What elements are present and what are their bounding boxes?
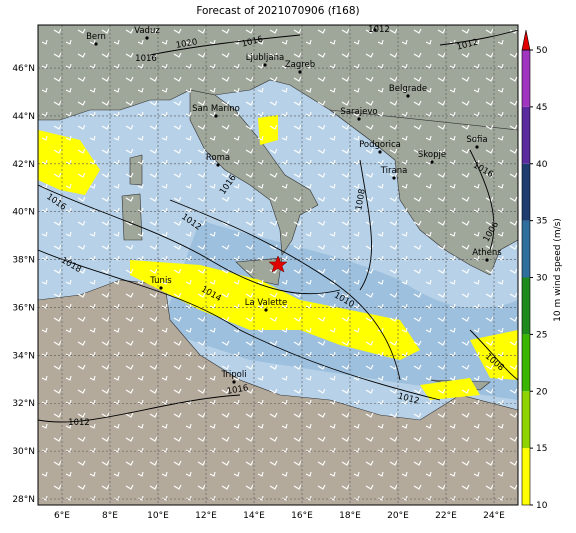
location-star bbox=[268, 255, 288, 273]
colorbar-tick-label: 30 bbox=[536, 274, 548, 284]
lon-tick-label: 18°E bbox=[339, 511, 361, 521]
lat-tick-label: 28°N bbox=[12, 495, 35, 505]
lon-tick-label: 12°E bbox=[195, 511, 217, 521]
colorbar-tick-label: 40 bbox=[536, 160, 548, 170]
colorbar-segment bbox=[522, 106, 530, 164]
lat-tick-label: 38°N bbox=[12, 256, 35, 266]
city-label: Podgorica bbox=[359, 140, 401, 150]
lat-tick-label: 34°N bbox=[12, 351, 35, 361]
city-label: Athens bbox=[472, 248, 502, 258]
lon-tick-label: 10°E bbox=[147, 511, 169, 521]
city-label: Sofia bbox=[466, 135, 487, 145]
city-label: Tunis bbox=[149, 276, 172, 286]
isobar-label: 1020 bbox=[175, 37, 198, 51]
city-dot bbox=[263, 63, 267, 67]
lon-tick-label: 24°E bbox=[483, 511, 505, 521]
city-dot bbox=[406, 94, 410, 98]
city-label: Vaduz bbox=[134, 26, 160, 36]
isobar-label: 1016 bbox=[135, 54, 157, 64]
colorbar-tick-label: 25 bbox=[536, 330, 547, 340]
isobar-label: 1016 bbox=[226, 383, 249, 397]
lat-tick-label: 42°N bbox=[12, 160, 35, 170]
colorbar-segment bbox=[522, 277, 530, 335]
city-dot bbox=[373, 28, 377, 32]
colorbar-tick-label: 20 bbox=[536, 387, 548, 397]
city-label: Sarajevo bbox=[340, 107, 377, 117]
colorbar-segment bbox=[522, 391, 530, 449]
city-dot bbox=[485, 258, 489, 262]
city-label: Roma bbox=[206, 153, 230, 163]
city-label: Ljubljana bbox=[246, 53, 284, 63]
city-dot bbox=[392, 176, 396, 180]
lon-tick-label: 22°E bbox=[435, 511, 457, 521]
lat-tick-label: 36°N bbox=[12, 303, 35, 313]
lon-tick-label: 14°E bbox=[243, 511, 265, 521]
title: Forecast of 2021070906 (f168) bbox=[196, 5, 359, 17]
colorbar-label: 10 m wind speed (m/s) bbox=[553, 218, 563, 322]
colorbar-tick-label: 45 bbox=[536, 103, 547, 113]
city-dot bbox=[232, 380, 236, 384]
city-label: Tirana bbox=[380, 166, 408, 176]
city-dot bbox=[216, 163, 220, 167]
colorbar-segment bbox=[522, 448, 530, 505]
city-dot bbox=[159, 286, 163, 290]
isobar-label: 1012 bbox=[368, 25, 390, 35]
lon-tick-label: 16°E bbox=[291, 511, 313, 521]
city-label: Bern bbox=[86, 32, 106, 42]
lat-tick-label: 46°N bbox=[12, 64, 35, 74]
city-label: Zagreb bbox=[285, 60, 315, 70]
colorbar-segment bbox=[522, 50, 530, 107]
lat-tick-label: 44°N bbox=[12, 112, 35, 122]
city-dot bbox=[475, 145, 479, 149]
city-label: Tripoli bbox=[220, 370, 246, 380]
lon-tick-label: 8°E bbox=[102, 511, 118, 521]
colorbar-tick-label: 15 bbox=[536, 444, 547, 454]
city-dot bbox=[378, 150, 382, 154]
colorbar-extension bbox=[521, 29, 531, 51]
lat-tick-label: 30°N bbox=[12, 447, 35, 457]
lon-tick-label: 20°E bbox=[387, 511, 409, 521]
isobar-label: 1008 bbox=[354, 188, 368, 211]
colorbar: 10 15 20 25 30 35 40 45 50 bbox=[521, 29, 548, 511]
colorbar-segment bbox=[522, 163, 530, 221]
city-dot bbox=[430, 160, 434, 164]
city-dot bbox=[357, 117, 361, 121]
city-label: Skopje bbox=[418, 150, 446, 160]
lon-tick-label: 6°E bbox=[54, 511, 70, 521]
isobars bbox=[38, 29, 518, 423]
city-label: San Marino bbox=[192, 104, 240, 114]
city-label: La Valette bbox=[245, 298, 288, 308]
lat-tick-label: 40°N bbox=[12, 208, 35, 218]
colorbar-tick-label: 10 bbox=[536, 501, 548, 511]
city-dot bbox=[145, 36, 149, 40]
colorbar-tick-label: 35 bbox=[536, 217, 547, 227]
city-dot bbox=[214, 114, 218, 118]
city-dot bbox=[264, 308, 268, 312]
colorbar-tick-label: 50 bbox=[536, 46, 548, 56]
colorbar-segment bbox=[522, 220, 530, 278]
city-dot bbox=[298, 70, 302, 74]
map-frame bbox=[37, 24, 519, 506]
lat-tick-label: 32°N bbox=[12, 399, 35, 409]
city-label: Budapest bbox=[355, 18, 396, 28]
city-label: Belgrade bbox=[389, 84, 427, 94]
city-dot bbox=[94, 42, 98, 46]
colorbar-segment bbox=[522, 334, 530, 392]
isobar-label: 1012 bbox=[68, 418, 90, 428]
